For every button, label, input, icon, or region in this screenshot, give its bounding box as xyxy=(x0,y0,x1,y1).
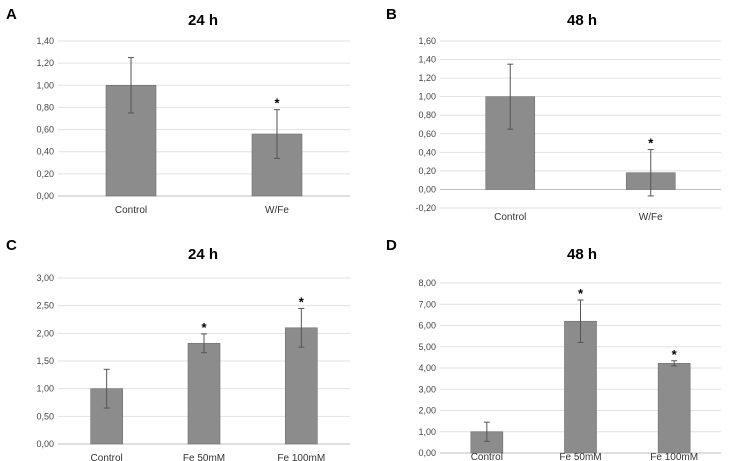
panel-a-y-tick-label: 0,40 xyxy=(36,147,54,157)
panel-b-significance-star: * xyxy=(648,136,654,151)
panel-a-y-tick-label: 1,40 xyxy=(36,36,54,46)
panel-b-category-label: Control xyxy=(494,212,526,223)
panel-c-y-tick-label: 2,50 xyxy=(36,301,54,311)
panel-b-y-tick-label: 1,40 xyxy=(418,55,436,65)
panel-b-category-label: W/Fe xyxy=(639,212,663,223)
panel-c-bar-2 xyxy=(187,342,221,445)
panel-d-y-tick-label: 5,00 xyxy=(418,342,436,352)
panel-d-error-bar-2 xyxy=(577,299,584,343)
panel-c-significance-star: * xyxy=(201,320,207,335)
panel-b-error-bar-2 xyxy=(647,149,654,197)
panel-c-significance-star: * xyxy=(299,294,305,309)
panel-c-y-tick-label: 1,50 xyxy=(36,356,54,366)
panel-a-y-tick-label: 0,60 xyxy=(36,125,54,135)
panel-b-y-tick-label: 1,60 xyxy=(418,36,436,46)
panel-b-y-tick-label: 0,00 xyxy=(418,184,436,194)
panel-d-y-tick-label: 2,00 xyxy=(418,406,436,416)
panel-a-error-bar-2 xyxy=(274,109,280,159)
panel-b-error-bar-1 xyxy=(507,63,514,130)
panel-d-y-tick-label: 6,00 xyxy=(418,321,436,331)
panel-c-letter: C xyxy=(6,237,17,254)
panel-d-y-tick-label: 1,00 xyxy=(418,427,436,437)
panel-d-title: 48 h xyxy=(567,246,597,263)
panel-b-y-tick-label: 0,60 xyxy=(418,129,436,139)
panel-d-significance-star: * xyxy=(672,347,678,362)
panel-d-y-tick-label: 0,00 xyxy=(418,448,436,458)
panel-b-y-tick-label: 0,80 xyxy=(418,110,436,120)
panel-c-y-tick-label: 1,00 xyxy=(36,384,54,394)
panel-b-y-tick-label: 1,00 xyxy=(418,92,436,102)
panel-a: A 24 h 0,00 0,20 0,40 0,60 0,80 1,00 1,20 1,40 Con… xyxy=(6,6,350,216)
panel-b-y-tick-label: 1,20 xyxy=(418,73,436,83)
panel-d-category-label: Control xyxy=(471,452,503,461)
panel-d-letter: D xyxy=(386,237,397,254)
panel-d-category-label: Fe 50mM xyxy=(559,452,601,461)
panel-d-significance-star: * xyxy=(578,286,584,301)
panel-b: B 48 h -0,20 0,00 0,20 0,40 0,60 0,80 1,00 1,20 1,… xyxy=(386,6,721,223)
panel-a-y-tick-label: 1,00 xyxy=(36,80,54,90)
panel-b-letter: B xyxy=(386,6,397,23)
panel-a-significance-star: * xyxy=(274,96,280,111)
panel-c-category-label: Control xyxy=(91,453,123,461)
panel-c-y-tick-label: 3,00 xyxy=(36,273,54,283)
panel-a-category-label: Control xyxy=(115,205,147,216)
panel-a-y-tick-label: 0,20 xyxy=(36,169,54,179)
panel-a-letter: A xyxy=(6,6,17,23)
panel-d: D 48 h 0,00 1,00 2,00 3,00 4,00 5,00 6,00 7,00 8,0… xyxy=(386,237,721,461)
panel-c-error-bar-2 xyxy=(201,333,207,354)
panel-a-error-bar-1 xyxy=(128,57,134,114)
panel-c-y-tick-label: 2,00 xyxy=(36,328,54,338)
panel-a-title: 24 h xyxy=(188,12,218,29)
panel-a-y-tick-label: 1,20 xyxy=(36,58,54,68)
panel-d-y-tick-label: 8,00 xyxy=(418,278,436,288)
panel-c-y-tick-label: 0,00 xyxy=(36,439,54,449)
panel-d-error-bar-3 xyxy=(671,360,678,367)
panel-d-error-bar-1 xyxy=(483,421,490,442)
panel-c: C 24 h 0,00 0,50 1,00 1,50 2,00 2,50 3,00 Control… xyxy=(6,237,350,461)
panel-a-category-label: W/Fe xyxy=(265,205,289,216)
panel-c-error-bar-1 xyxy=(103,368,110,409)
panel-d-bar-3 xyxy=(657,363,691,454)
panel-b-y-tick-label: -0,20 xyxy=(415,203,436,213)
panel-c-title: 24 h xyxy=(188,246,218,263)
panel-c-y-tick-label: 0,50 xyxy=(36,411,54,421)
panel-d-category-label: Fe 100mM xyxy=(650,452,698,461)
panel-b-y-tick-label: 0,40 xyxy=(418,147,436,157)
panel-a-y-tick-label: 0,80 xyxy=(36,102,54,112)
panel-c-category-label: Fe 100mM xyxy=(277,453,325,461)
panel-c-category-label: Fe 50mM xyxy=(183,453,225,461)
panel-d-y-tick-label: 4,00 xyxy=(418,363,436,373)
panel-c-error-bar-3 xyxy=(298,307,305,348)
panel-b-y-tick-label: 0,20 xyxy=(418,166,436,176)
panel-d-bar-2 xyxy=(564,320,597,454)
panel-d-y-tick-label: 3,00 xyxy=(418,384,436,394)
panel-b-title: 48 h xyxy=(567,12,597,29)
panel-d-y-tick-label: 7,00 xyxy=(418,299,436,309)
panel-a-y-tick-label: 0,00 xyxy=(36,191,54,201)
